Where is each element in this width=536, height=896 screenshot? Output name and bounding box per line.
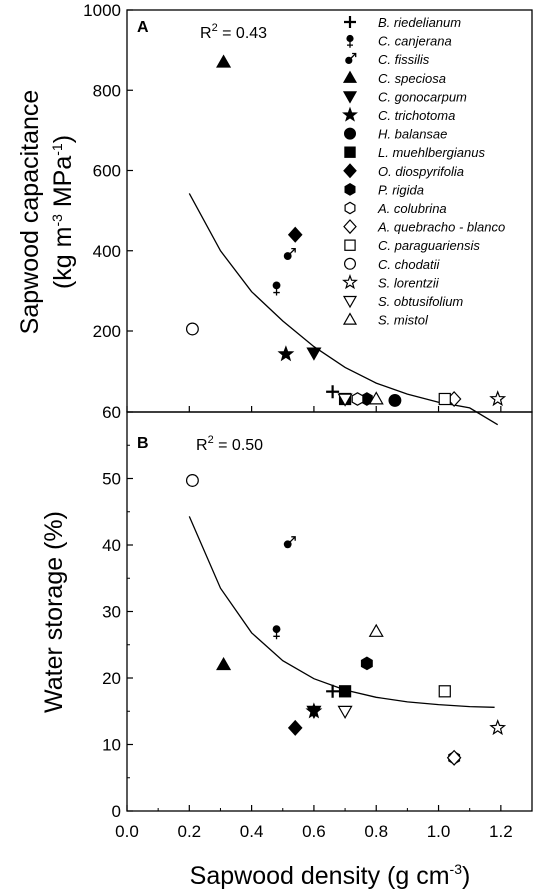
legend-label: L. muehlbergianus xyxy=(378,145,485,160)
ytick-label: 200 xyxy=(93,322,121,341)
svg-text:(kg m-3 MPa-1): (kg m-3 MPa-1) xyxy=(49,135,77,289)
ytick-label: 0 xyxy=(112,802,121,821)
legend-marker xyxy=(344,201,356,215)
ytick-label: 30 xyxy=(102,603,121,622)
legend-label: H. balansae xyxy=(378,127,447,142)
data-point xyxy=(337,393,353,407)
legend-label: C. chodatii xyxy=(378,257,441,272)
data-point xyxy=(287,719,303,736)
xtick-label: 1.2 xyxy=(489,822,513,841)
xtick-label: 0.4 xyxy=(240,822,264,841)
legend-label: S. lorentzii xyxy=(378,275,440,290)
x-ticks: 0.0 0.2 0.4 0.6 0.8 1.0 1.2 xyxy=(115,406,513,841)
legend-marker xyxy=(345,52,357,64)
legend-label: C. speciosa xyxy=(378,71,446,86)
legend-marker xyxy=(344,239,356,251)
legend-marker xyxy=(342,70,358,83)
data-point xyxy=(438,685,451,698)
fit-curve xyxy=(188,516,495,708)
legend-label: A. quebracho - blanco xyxy=(377,220,505,235)
ytick-label: 50 xyxy=(102,470,121,489)
data-point xyxy=(272,625,281,640)
legend: B. riedelianum C. canjerana C. fissilis C. … xyxy=(342,15,505,328)
data-point xyxy=(337,705,353,719)
data-points xyxy=(185,54,507,766)
data-point xyxy=(277,345,295,362)
legend-marker xyxy=(342,274,358,290)
data-point xyxy=(368,391,384,405)
xtick-label: 0.8 xyxy=(364,822,388,841)
data-point xyxy=(446,749,462,766)
ytick-label: 400 xyxy=(93,242,121,261)
panel-b-r2: R2 = 0.50 xyxy=(196,434,263,454)
data-point xyxy=(388,393,402,407)
legend-label: C. paraguariensis xyxy=(378,238,480,253)
panel-a-yticks: 60 200 400 600 800 1000 xyxy=(83,1,133,422)
legend-label: P. rigida xyxy=(378,182,424,197)
ytick-label: 40 xyxy=(102,536,121,555)
x-axis-label: Sapwood density (g cm-3) xyxy=(190,861,471,890)
ytick-label: 600 xyxy=(93,162,121,181)
xtick-label: 0.0 xyxy=(115,822,139,841)
svg-text:Sapwood capacitance: Sapwood capacitance xyxy=(16,90,44,335)
panel-a-r2: R2 = 0.43 xyxy=(200,22,267,42)
data-point xyxy=(489,718,507,736)
legend-marker xyxy=(344,183,356,196)
data-point xyxy=(185,322,199,336)
data-point xyxy=(438,392,451,406)
legend-marker xyxy=(343,163,357,179)
data-point xyxy=(368,623,384,637)
panel-b-ylabel: Water storage (%) xyxy=(40,511,68,713)
data-point xyxy=(185,474,199,487)
ytick-label: 20 xyxy=(102,669,121,688)
panel-b-frame xyxy=(126,411,533,812)
legend-label: S. mistol xyxy=(378,313,429,328)
data-point xyxy=(305,702,323,719)
data-point xyxy=(283,247,296,260)
data-point xyxy=(326,385,340,399)
data-point xyxy=(283,536,296,549)
legend-marker xyxy=(342,295,358,309)
legend-marker xyxy=(342,312,358,325)
panel-a-ylabel: Sapwood capacitance (kg m-3 MPa-1) xyxy=(16,90,77,335)
legend-label: O. diospyrifolia xyxy=(378,164,464,179)
legend-marker xyxy=(342,106,358,122)
panel-a-label: A xyxy=(137,19,149,36)
xtick-label: 0.2 xyxy=(177,822,201,841)
panel-b-yticks: 0 10 20 30 40 50 xyxy=(102,444,133,821)
data-point xyxy=(489,390,507,407)
legend-label: S. obtusifolium xyxy=(378,294,463,309)
legend-marker xyxy=(344,257,357,270)
legend-marker xyxy=(344,146,356,158)
legend-marker xyxy=(344,16,356,28)
legend-label: C. gonocarpum xyxy=(378,89,467,104)
xtick-label: 0.6 xyxy=(302,822,326,841)
legend-marker xyxy=(346,34,354,48)
ytick-label: 1000 xyxy=(83,1,121,20)
legend-label: A. colubrina xyxy=(377,201,447,216)
data-point xyxy=(306,347,322,361)
ytick-label: 60 xyxy=(102,403,121,422)
data-point xyxy=(351,392,364,406)
data-point xyxy=(326,684,340,698)
legend-marker xyxy=(344,127,357,140)
panel-a-frame xyxy=(126,9,533,413)
legend-label: C. trichotoma xyxy=(378,108,455,123)
legend-label: B. riedelianum xyxy=(378,15,461,30)
data-point xyxy=(360,656,373,671)
data-point xyxy=(287,226,303,243)
data-point xyxy=(216,656,232,671)
data-point xyxy=(338,685,352,698)
legend-marker xyxy=(343,219,357,235)
ytick-label: 800 xyxy=(93,81,121,100)
legend-label: C. fissilis xyxy=(378,52,430,67)
legend-label: C. canjerana xyxy=(378,34,452,49)
panel-b-label: B xyxy=(137,435,149,452)
data-point xyxy=(216,54,232,68)
data-point xyxy=(272,281,281,296)
ytick-label: 10 xyxy=(102,736,121,755)
xtick-label: 1.0 xyxy=(427,822,451,841)
legend-marker xyxy=(342,91,358,104)
